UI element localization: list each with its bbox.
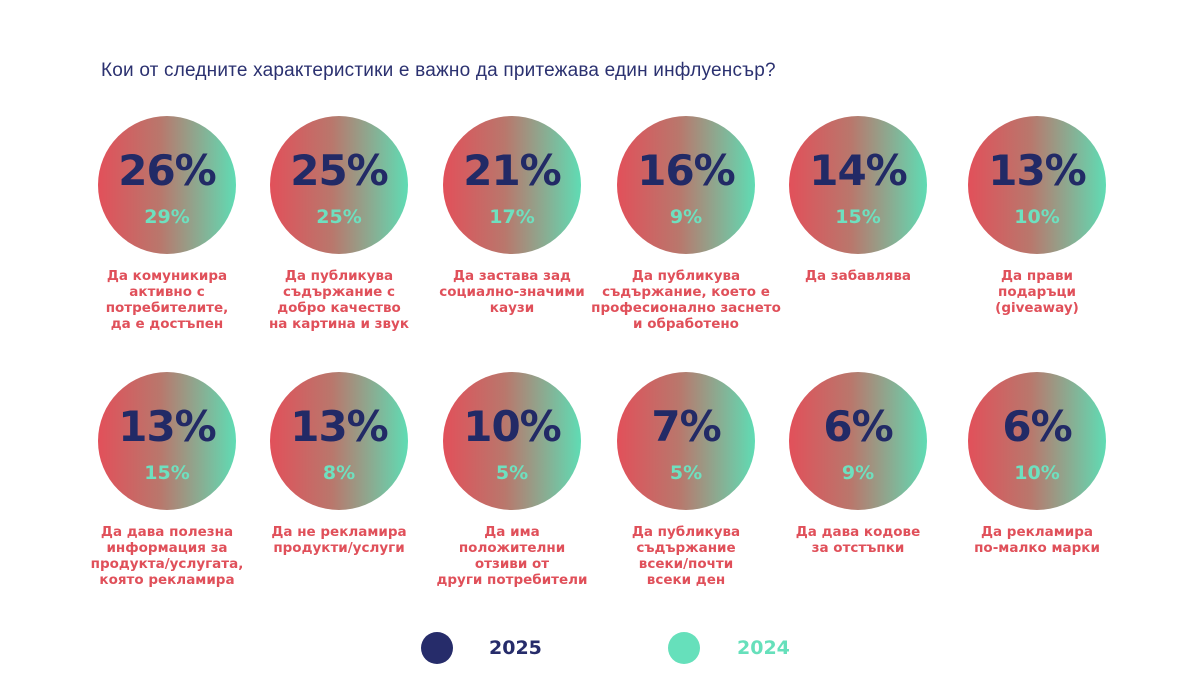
value-2025: 26% bbox=[118, 146, 217, 195]
item-label: Да публикува съдържание, което е професион… bbox=[591, 268, 781, 332]
item-label: Да публикува съдържание всеки/почти всеки д… bbox=[631, 524, 741, 588]
value-2025: 13% bbox=[988, 146, 1087, 195]
value-2024: 10% bbox=[1014, 206, 1060, 228]
legend-label-2025: 2025 bbox=[489, 637, 542, 659]
bubble-circle: 13% 15% bbox=[98, 372, 236, 510]
value-2025: 6% bbox=[823, 402, 893, 451]
value-2025: 7% bbox=[651, 402, 721, 451]
value-2024: 25% bbox=[316, 206, 362, 228]
value-2024: 9% bbox=[841, 462, 875, 484]
bubble-circle: 13% 8% bbox=[270, 372, 408, 510]
value-2025: 14% bbox=[809, 146, 908, 195]
bubble-circle: 7% 5% bbox=[617, 372, 755, 510]
value-2024: 8% bbox=[322, 462, 356, 484]
item-label: Да има положителни отзиви от други потребит… bbox=[436, 524, 588, 588]
legend: 2025 2024 bbox=[0, 630, 1200, 670]
item-label: Да публикува съдържание с добро качество на… bbox=[268, 268, 409, 332]
legend-dot-2025 bbox=[421, 632, 453, 664]
item-label: Да не рекламира продукти/услуги bbox=[271, 524, 407, 556]
value-2024: 15% bbox=[144, 462, 190, 484]
bubble-circle: 6% 9% bbox=[789, 372, 927, 510]
value-2024: 15% bbox=[835, 206, 881, 228]
value-2025: 13% bbox=[118, 402, 217, 451]
bubble-circle: 16% 9% bbox=[617, 116, 755, 254]
legend-dot-2024 bbox=[668, 632, 700, 664]
item-label: Да дава кодове за отстъпки bbox=[795, 524, 921, 556]
value-2025: 25% bbox=[290, 146, 389, 195]
value-2024: 29% bbox=[144, 206, 190, 228]
chart-title: Кои от следните характеристики е важно д… bbox=[101, 60, 776, 81]
item-label: Да застава зад социално-значими каузи bbox=[439, 268, 585, 316]
value-2024: 5% bbox=[669, 462, 703, 484]
value-2024: 9% bbox=[669, 206, 703, 228]
value-2024: 17% bbox=[489, 206, 535, 228]
bubble-circle: 6% 10% bbox=[968, 372, 1106, 510]
item-label: Да прави подаръци (giveaway) bbox=[995, 268, 1079, 316]
bubble-circle: 13% 10% bbox=[968, 116, 1106, 254]
item-label: Да забавлява bbox=[804, 268, 912, 284]
item-label: Да рекламира по-малко марки bbox=[974, 524, 1100, 556]
value-2025: 10% bbox=[463, 402, 562, 451]
value-2024: 10% bbox=[1014, 462, 1060, 484]
value-2025: 13% bbox=[290, 402, 389, 451]
value-2025: 6% bbox=[1002, 402, 1072, 451]
bubble-circle: 10% 5% bbox=[443, 372, 581, 510]
bubble-circle: 25% 25% bbox=[270, 116, 408, 254]
bubble-circle: 21% 17% bbox=[443, 116, 581, 254]
value-2025: 16% bbox=[637, 146, 736, 195]
bubble-circle: 14% 15% bbox=[789, 116, 927, 254]
value-2025: 21% bbox=[463, 146, 562, 195]
item-label: Да комуникира активно с потребителите, да е… bbox=[105, 268, 229, 332]
bubble-circle: 26% 29% bbox=[98, 116, 236, 254]
value-2024: 5% bbox=[495, 462, 529, 484]
item-label: Да дава полезна информация за продукта/усл… bbox=[90, 524, 244, 588]
legend-label-2024: 2024 bbox=[737, 637, 790, 659]
